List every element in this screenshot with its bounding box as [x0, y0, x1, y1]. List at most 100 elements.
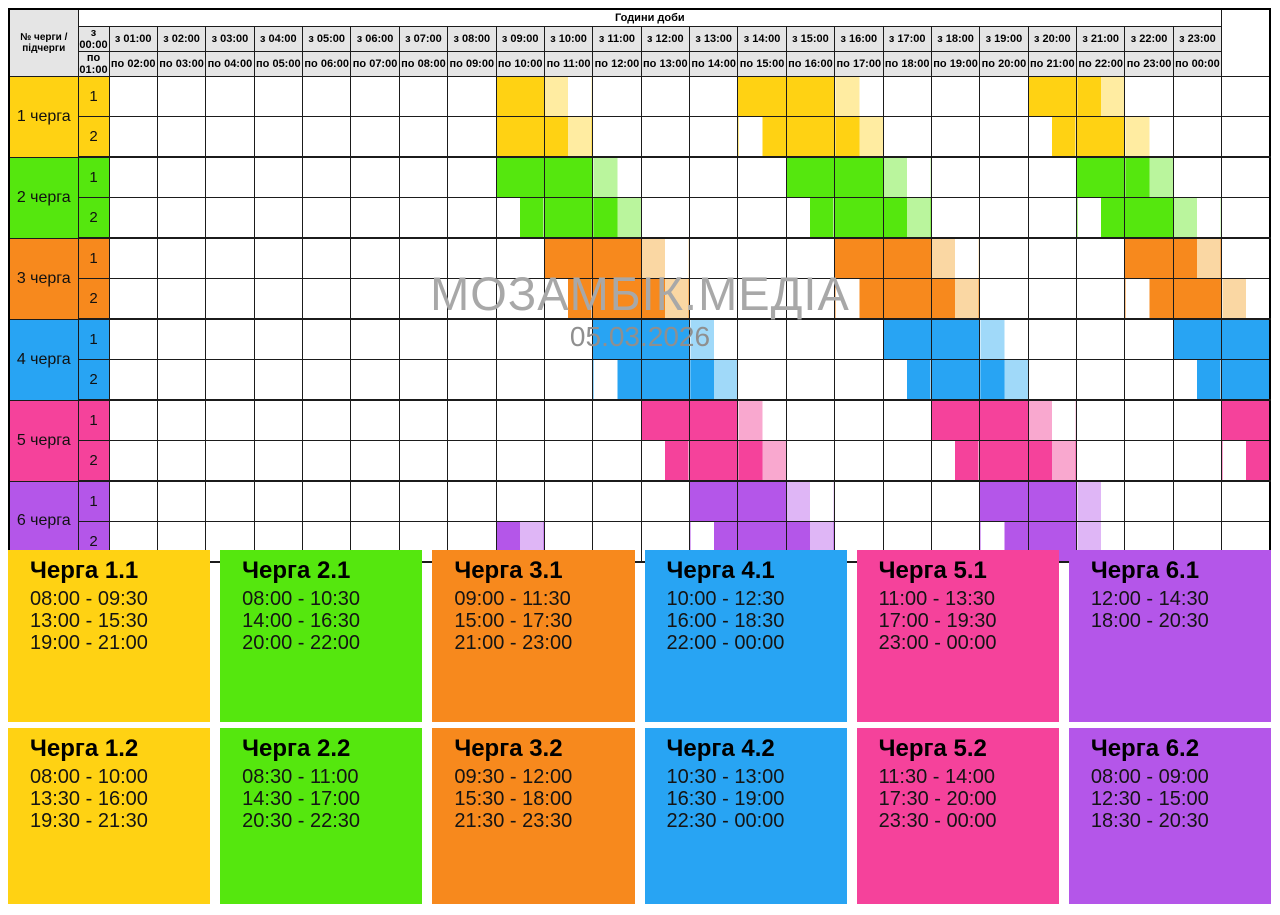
hour-to-label: по 21:00 — [1027, 51, 1078, 77]
slot-cell — [398, 116, 449, 158]
slot-cell — [447, 480, 497, 522]
hour-from-label: з 21:00 — [1075, 26, 1126, 52]
slot-cell — [1172, 440, 1223, 482]
subqueue-number: 1 — [77, 237, 110, 279]
hour-from-label: з 04:00 — [253, 26, 304, 52]
slot-cell — [108, 359, 158, 401]
slot-cell — [398, 76, 449, 117]
slot-cell — [108, 197, 158, 239]
card-queue-1-1: Черга 1.1 08:00 - 09:30 13:00 - 15:30 19:00… — [8, 550, 211, 722]
slot-cell — [205, 156, 255, 198]
card-time-range: 20:30 - 22:30 — [242, 809, 361, 832]
slot-cell — [930, 237, 981, 279]
slot-cell — [543, 359, 594, 401]
card-time-range: 22:30 - 00:00 — [666, 809, 785, 832]
slot-cell — [688, 399, 739, 441]
slot-cell — [882, 156, 932, 198]
slot-cell — [205, 359, 255, 401]
hour-to-label: по 22:00 — [1075, 51, 1126, 77]
slot-cell — [640, 156, 691, 198]
card-title: Черга 1.2 — [30, 735, 139, 762]
card-title: Черга 4.2 — [666, 735, 775, 762]
card-queue-2-1: Черга 2.1 08:00 - 10:30 14:00 - 16:30 20:00… — [220, 550, 423, 722]
slot-cell — [253, 197, 304, 239]
slot-cell — [930, 278, 981, 320]
hour-from-label: з 13:00 — [688, 26, 739, 52]
slot-cell — [543, 237, 594, 279]
slot-cell — [301, 440, 352, 482]
hour-from-label: з 23:00 — [1172, 26, 1223, 52]
slot-cell — [834, 278, 884, 320]
slot-cell — [592, 278, 642, 320]
hour-to-label: по 20:00 — [979, 51, 1029, 77]
slot-cell — [1172, 116, 1223, 158]
slot-cell — [592, 197, 642, 239]
slot-cell — [156, 440, 207, 482]
slot-cell — [1124, 76, 1174, 117]
slot-cell — [1172, 359, 1223, 401]
slot-cell — [592, 480, 642, 522]
hour-to-label: по 12:00 — [592, 51, 642, 77]
hour-to-label: по 13:00 — [640, 51, 691, 77]
slot-cell — [979, 399, 1029, 441]
card-time-range: 23:00 - 00:00 — [878, 631, 997, 654]
hour-to-label: по 16:00 — [785, 51, 836, 77]
slot-cell — [253, 278, 304, 320]
card-time-range: 08:00 - 10:30 — [242, 587, 361, 610]
subqueue-number: 1 — [77, 480, 110, 522]
hour-to-label: по 10:00 — [495, 51, 545, 77]
slot-cell — [301, 197, 352, 239]
hour-from-label: з 09:00 — [495, 26, 545, 52]
hour-to-label: по 03:00 — [156, 51, 207, 77]
hours-of-day-title: Години доби — [77, 8, 1223, 27]
slot-cell — [447, 399, 497, 441]
hour-from-label: з 00:00 — [77, 26, 110, 52]
slot-cell — [1075, 399, 1126, 441]
slot-cell — [301, 399, 352, 441]
slot-cell — [398, 197, 449, 239]
slot-cell — [398, 440, 449, 482]
corner-label: № черги / підчерги — [8, 8, 79, 77]
slot-cell — [156, 480, 207, 522]
hour-from-label: з 08:00 — [447, 26, 497, 52]
slot-cell — [785, 359, 836, 401]
card-time-range: 16:00 - 18:30 — [666, 609, 785, 632]
slot-cell — [301, 318, 352, 360]
slot-cell — [785, 318, 836, 360]
slot-cell — [688, 480, 739, 522]
slot-cell — [1027, 399, 1078, 441]
slot-cell — [688, 278, 739, 320]
slot-cell — [350, 156, 400, 198]
card-title: Черга 2.1 — [242, 557, 351, 584]
card-time-range: 14:00 - 16:30 — [242, 609, 361, 632]
card-time-range: 10:00 - 12:30 — [666, 587, 785, 610]
card-time-range: 22:00 - 00:00 — [666, 631, 785, 654]
slot-cell — [979, 318, 1029, 360]
slot-cell — [108, 237, 158, 279]
slot-cell — [543, 399, 594, 441]
hour-to-label: по 17:00 — [834, 51, 884, 77]
subqueue-number: 2 — [77, 278, 110, 320]
slot-cell — [1075, 359, 1126, 401]
slot-cell — [592, 318, 642, 360]
card-queue-4-1: Черга 4.1 10:00 - 12:30 16:00 - 18:30 22:00… — [644, 550, 847, 722]
hour-from-label: з 01:00 — [108, 26, 158, 52]
slot-cell — [592, 116, 642, 158]
queue-label: 5 черга — [8, 399, 79, 482]
subqueue-number: 2 — [77, 440, 110, 482]
card-time-range: 13:30 - 16:00 — [30, 787, 148, 810]
slot-cell — [1124, 318, 1174, 360]
slot-cell — [543, 318, 594, 360]
slot-cell — [205, 76, 255, 117]
card-time-range: 08:00 - 09:00 — [1090, 765, 1209, 788]
slot-cell — [398, 156, 449, 198]
slot-cell — [301, 480, 352, 522]
slot-cell — [350, 399, 400, 441]
hour-to-label: по 02:00 — [108, 51, 158, 77]
slot-cell — [1075, 278, 1126, 320]
slot-cell — [979, 76, 1029, 117]
slot-cell — [495, 156, 545, 198]
slot-cell — [1075, 318, 1126, 360]
slot-cell — [640, 116, 691, 158]
slot-cell — [930, 480, 981, 522]
